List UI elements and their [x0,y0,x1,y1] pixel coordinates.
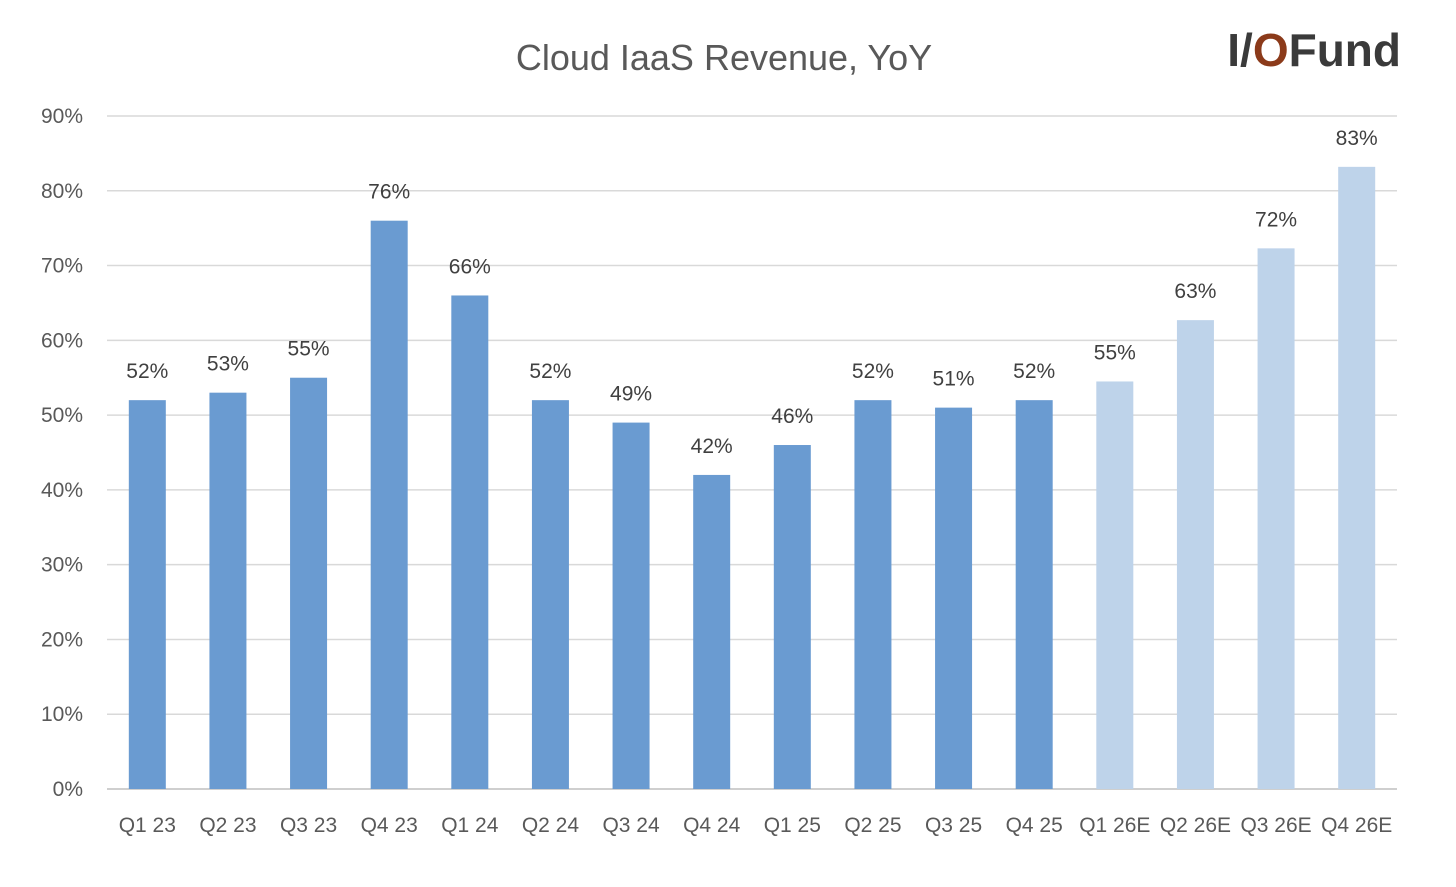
data-label: 63% [1174,280,1216,303]
data-label: 55% [1094,341,1136,364]
data-label: 52% [126,360,168,383]
data-label: 46% [771,405,813,428]
bar [451,295,489,789]
bar [693,474,731,789]
x-tick-label: Q3 26E [1240,814,1311,837]
bar [1096,381,1134,789]
logo-mark: O [1253,24,1289,76]
x-tick-label: Q4 26E [1321,814,1392,837]
x-tick-label: Q2 23 [199,814,256,837]
logo-suffix: Fund [1289,24,1401,76]
data-label: 76% [368,181,410,204]
bar [128,400,166,789]
y-axis: 0% 10% 20% 30% 40% 50% 60% 70% 80% 90% [41,105,83,801]
x-tick-label: Q3 23 [280,814,337,837]
x-axis: Q1 23 Q2 23 Q3 23 Q4 23 Q1 24 Q2 24 Q3 24 Q4 24… [119,814,1393,837]
bar [1015,400,1053,789]
data-label: 66% [449,255,491,278]
bar [612,422,650,789]
data-label: 53% [207,353,249,376]
x-tick-label: Q4 23 [361,814,418,837]
y-tick-label: 50% [41,404,83,427]
y-tick-label: 30% [41,554,83,577]
y-tick-label: 90% [41,105,83,128]
data-label: 52% [852,360,894,383]
x-tick-label: Q2 24 [522,814,580,837]
x-tick-label: Q1 23 [119,814,176,837]
x-tick-label: Q1 25 [764,814,821,837]
bar [531,400,569,789]
data-label: 51% [933,368,975,391]
bar-series [128,166,1376,790]
x-tick-label: Q4 24 [683,814,741,837]
y-tick-label: 40% [41,479,83,502]
data-label: 42% [691,435,733,458]
bar [1338,166,1376,790]
data-label: 72% [1255,208,1297,231]
data-label: 55% [288,338,330,361]
x-tick-label: Q3 25 [925,814,982,837]
data-label: 52% [529,360,571,383]
bar [854,400,892,789]
bar [290,377,328,789]
y-tick-label: 70% [41,255,83,278]
x-tick-label: Q4 25 [1006,814,1063,837]
data-label: 83% [1336,127,1378,150]
bar [370,220,408,789]
x-tick-label: Q3 24 [602,814,660,837]
bar [209,392,247,789]
bar [935,407,973,789]
x-tick-label: Q1 24 [441,814,499,837]
y-tick-label: 80% [41,180,83,203]
y-tick-label: 0% [53,778,83,801]
data-labels: 52% 53% 55% 76% 66% 52% 49% 42% 46% 52% 51% 52% 55% 6… [126,127,1377,458]
bar [1257,248,1295,789]
logo-prefix: I/ [1227,24,1253,76]
bar [1176,320,1214,789]
x-tick-label: Q1 26E [1079,814,1150,837]
data-label: 49% [610,383,652,406]
x-tick-label: Q2 26E [1160,814,1231,837]
bar [773,445,811,789]
y-tick-label: 10% [41,703,83,726]
x-tick-label: Q2 25 [844,814,901,837]
y-tick-label: 20% [41,628,83,651]
chart-title: Cloud IaaS Revenue, YoY [516,37,932,78]
brand-logo: I/OFund [1227,24,1401,76]
data-label: 52% [1013,360,1055,383]
y-tick-label: 60% [41,329,83,352]
